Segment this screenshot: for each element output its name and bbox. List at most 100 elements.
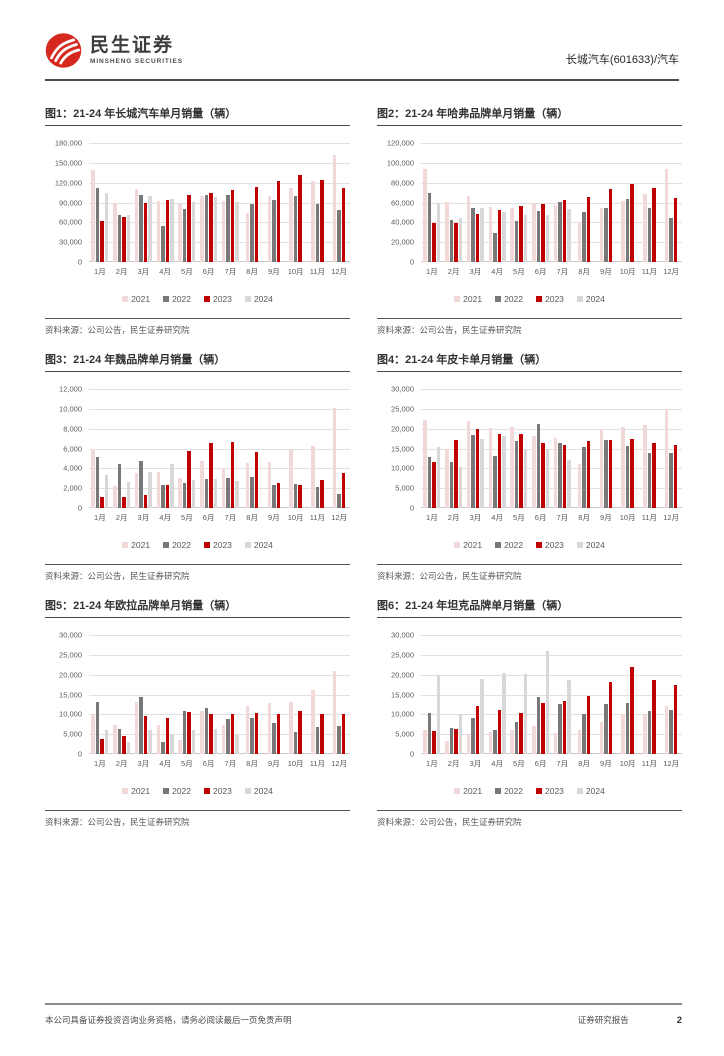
- y-axis: 30,000 25,000 20,000 15,000 10,000 5,000 0: [377, 385, 421, 513]
- chart-legend: 2021 2022 2023 2024: [45, 786, 350, 796]
- bar-2024-5月: [523, 448, 528, 508]
- legend-item-2023: 2023: [204, 294, 232, 304]
- legend-swatch: [163, 296, 170, 302]
- bar-2021-4月: [488, 732, 493, 754]
- bar-2021-2月: [445, 201, 449, 262]
- bar-2022-11月: [315, 727, 320, 754]
- bar-group-8月: [241, 635, 263, 754]
- chart-title: 图6：21-24 年坦克品牌单月销量（辆）: [377, 597, 682, 618]
- bar-group-4月: [154, 389, 176, 508]
- x-axis-label: 4月: [491, 513, 503, 522]
- x-axis-label: 1月: [426, 759, 438, 768]
- x-axis-label: 11月: [309, 267, 326, 276]
- bar-group-5月: [176, 143, 198, 262]
- report-stock-label: 长城汽车(601633)/汽车: [565, 54, 679, 66]
- bar-2023-3月: [143, 202, 148, 262]
- bar-2021-8月: [577, 222, 582, 262]
- bar-2021-8月: [577, 463, 582, 508]
- legend-swatch: [454, 542, 461, 548]
- bar-group-7月: [552, 635, 574, 754]
- bar-2024-7月: [235, 480, 239, 508]
- bar-2022-7月: [226, 194, 230, 262]
- bar-2021-6月: [532, 725, 536, 754]
- y-axis-tick-label: 120,000: [386, 138, 414, 148]
- bar-2022-8月: [250, 203, 254, 262]
- bar-2022-9月: [604, 440, 608, 508]
- bar-2023-12月: [341, 714, 346, 754]
- y-axis-tick-label: 30,000: [391, 384, 414, 394]
- x-axis-label: 3月: [469, 513, 482, 522]
- plot-area: [421, 635, 682, 754]
- legend-label: 2024: [253, 786, 273, 796]
- chart-panel-4: 图4：21-24 年皮卡单月销量（辆） 30,000 25,000 20,000 15…: [377, 351, 682, 582]
- bar-2023-5月: [187, 450, 191, 508]
- bar-2022-9月: [272, 484, 276, 508]
- bar-2022-6月: [536, 211, 541, 262]
- bar-2021-10月: [289, 450, 293, 508]
- company-name-en: MINSHENG SECURITIES: [90, 58, 183, 65]
- bar-2023-4月: [497, 433, 502, 508]
- legend-swatch: [576, 542, 583, 548]
- y-axis-tick-label: 60,000: [391, 198, 414, 207]
- legend-label: 2023: [545, 294, 564, 304]
- x-axis-label: 12月: [663, 759, 680, 768]
- bar-group-11月: [639, 635, 661, 754]
- gridline: [421, 202, 682, 204]
- x-axis-label: 5月: [181, 513, 193, 522]
- x-axis-label: 5月: [181, 759, 193, 768]
- legend-item-2023: 2023: [204, 786, 232, 796]
- bar-2022-5月: [514, 440, 519, 508]
- bar-2023-8月: [586, 440, 591, 508]
- x-axis-label: 5月: [181, 267, 193, 276]
- bar-2023-6月: [209, 713, 213, 754]
- bar-2022-7月: [558, 201, 562, 262]
- bar-2024-2月: [126, 742, 131, 754]
- bar-2021-10月: [289, 701, 293, 754]
- bar-2021-5月: [510, 208, 514, 262]
- gridline: [421, 261, 682, 262]
- bar-2023-5月: [519, 206, 523, 262]
- gridline: [89, 261, 350, 262]
- bar-2024-1月: [104, 193, 109, 262]
- bar-2023-1月: [432, 461, 436, 508]
- x-axis-label: 9月: [600, 759, 612, 768]
- y-axis-tick-label: 100,000: [386, 158, 414, 168]
- bar-2021-9月: [599, 208, 604, 262]
- bar-2023-10月: [298, 711, 302, 754]
- minsheng-logo-icon: [45, 32, 82, 69]
- x-axis-label: 9月: [268, 513, 280, 522]
- bar-2024-7月: [567, 679, 571, 754]
- y-axis-tick-label: 25,000: [391, 404, 414, 414]
- bar-2023-2月: [454, 223, 458, 262]
- y-axis-tick-label: 5,000: [63, 729, 82, 739]
- bar-2023-9月: [276, 714, 281, 754]
- source-note: 资料来源：公司公告，民生证券研究院: [45, 810, 350, 828]
- bar-2021-3月: [134, 188, 139, 262]
- x-axis: 1月 2月 3月 4月 5月 6月 7月 8月 9月 10月 11月 12月: [89, 758, 350, 769]
- gridline: [89, 674, 350, 676]
- bar-2022-2月: [449, 462, 454, 508]
- bar-2022-6月: [204, 479, 209, 508]
- gridline: [421, 162, 682, 164]
- bar-2022-6月: [204, 195, 209, 262]
- bar-2024-5月: [191, 480, 196, 508]
- y-axis-tick-label: 25,000: [391, 650, 414, 660]
- bar-2021-1月: [423, 168, 427, 262]
- bar-2023-12月: [673, 685, 678, 754]
- x-axis-label: 6月: [534, 267, 547, 276]
- bar-group-5月: [176, 635, 198, 754]
- bar-group-4月: [486, 389, 508, 508]
- bar-2023-6月: [541, 203, 545, 262]
- bar-group-5月: [508, 389, 530, 508]
- bar-2022-2月: [449, 220, 454, 262]
- bar-2022-11月: [647, 452, 652, 508]
- bar-2022-1月: [95, 187, 100, 262]
- bar-group-2月: [443, 389, 465, 508]
- chart-legend: 2021 2022 2023 2024: [377, 540, 682, 550]
- bar-2021-10月: [621, 200, 625, 262]
- legend-label: 2022: [504, 294, 523, 304]
- y-axis-tick-label: 0: [409, 257, 414, 267]
- bar-2021-1月: [91, 713, 95, 754]
- x-axis: 1月 2月 3月 4月 5月 6月 7月 8月 9月 10月 11月 12月: [421, 266, 682, 277]
- legend-label: 2022: [504, 540, 523, 550]
